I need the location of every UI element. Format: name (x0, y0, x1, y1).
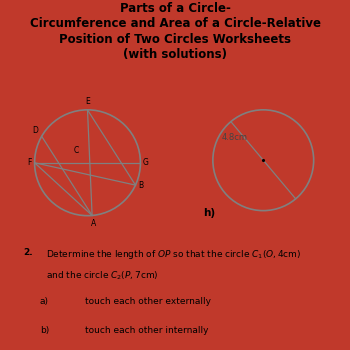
Text: touch each other internally: touch each other internally (85, 326, 208, 335)
Text: 2.: 2. (24, 247, 33, 257)
Text: b): b) (40, 326, 49, 335)
Text: B: B (139, 181, 144, 190)
Text: G: G (143, 158, 149, 167)
Text: 4.8cm: 4.8cm (222, 133, 247, 142)
Text: Parts of a Circle-
Circumference and Area of a Circle-Relative
Position of Two C: Parts of a Circle- Circumference and Are… (29, 2, 321, 61)
Text: F: F (28, 158, 32, 167)
Text: E: E (85, 97, 90, 106)
Text: Determine the length of $OP$ so that the circle $C_1(O, 4\mathrm{cm})$: Determine the length of $OP$ so that the… (46, 247, 302, 260)
Text: a): a) (40, 298, 49, 307)
Text: touch each other externally: touch each other externally (85, 298, 211, 307)
Text: and the circle $C_2(P, 7\mathrm{cm})$: and the circle $C_2(P, 7\mathrm{cm})$ (46, 269, 159, 282)
Text: A: A (91, 219, 97, 228)
Text: D: D (33, 126, 38, 135)
Text: h): h) (203, 208, 215, 218)
Text: C: C (74, 146, 79, 155)
